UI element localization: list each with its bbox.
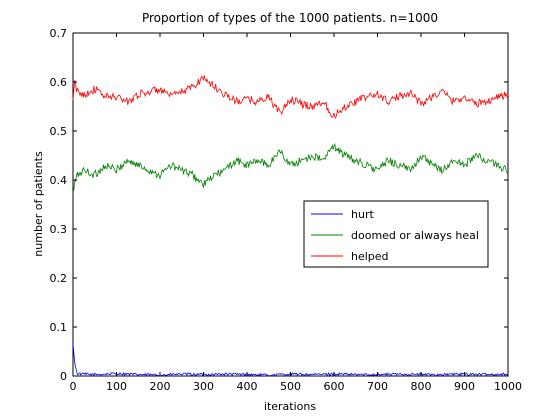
x-tick-label: 100 [106,380,127,393]
y-tick-label: 0.4 [50,174,68,187]
x-tick-label: 800 [411,380,432,393]
y-tick-label: 0.1 [50,321,68,334]
legend: hurt doomed or always heal helped [304,201,488,267]
x-tick-label: 400 [237,380,258,393]
y-axis-label: number of patients [32,151,45,257]
x-tick-label: 300 [193,380,214,393]
legend-label: doomed or always heal [351,229,479,242]
legend-label: hurt [351,208,374,221]
x-axis-label: iterations [264,400,316,413]
y-tick-label: 0.3 [50,223,68,236]
y-tick-label: 0.2 [50,272,68,285]
x-tick-label: 0 [70,380,77,393]
y-tick-label: 0.5 [50,125,68,138]
x-tick-label: 700 [367,380,388,393]
x-tick-label: 900 [454,380,475,393]
chart-title: Proportion of types of the 1000 patients… [142,11,438,25]
legend-label: helped [351,250,389,263]
y-tick-label: 0.7 [50,27,68,40]
x-tick-label: 600 [324,380,345,393]
y-tick-label: 0 [60,370,67,383]
y-tick-label: 0.6 [50,76,68,89]
x-tick-label: 200 [150,380,171,393]
x-tick-label: 500 [280,380,301,393]
x-tick-label: 1000 [494,380,522,393]
